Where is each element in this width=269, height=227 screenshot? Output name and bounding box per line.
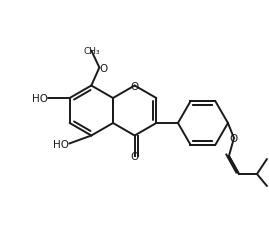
Text: HO: HO (53, 139, 69, 149)
Text: O: O (130, 151, 139, 161)
Text: HO: HO (32, 94, 48, 104)
Text: O: O (99, 63, 108, 73)
Text: O: O (230, 133, 238, 143)
Text: CH₃: CH₃ (83, 47, 100, 56)
Text: O: O (130, 81, 139, 91)
